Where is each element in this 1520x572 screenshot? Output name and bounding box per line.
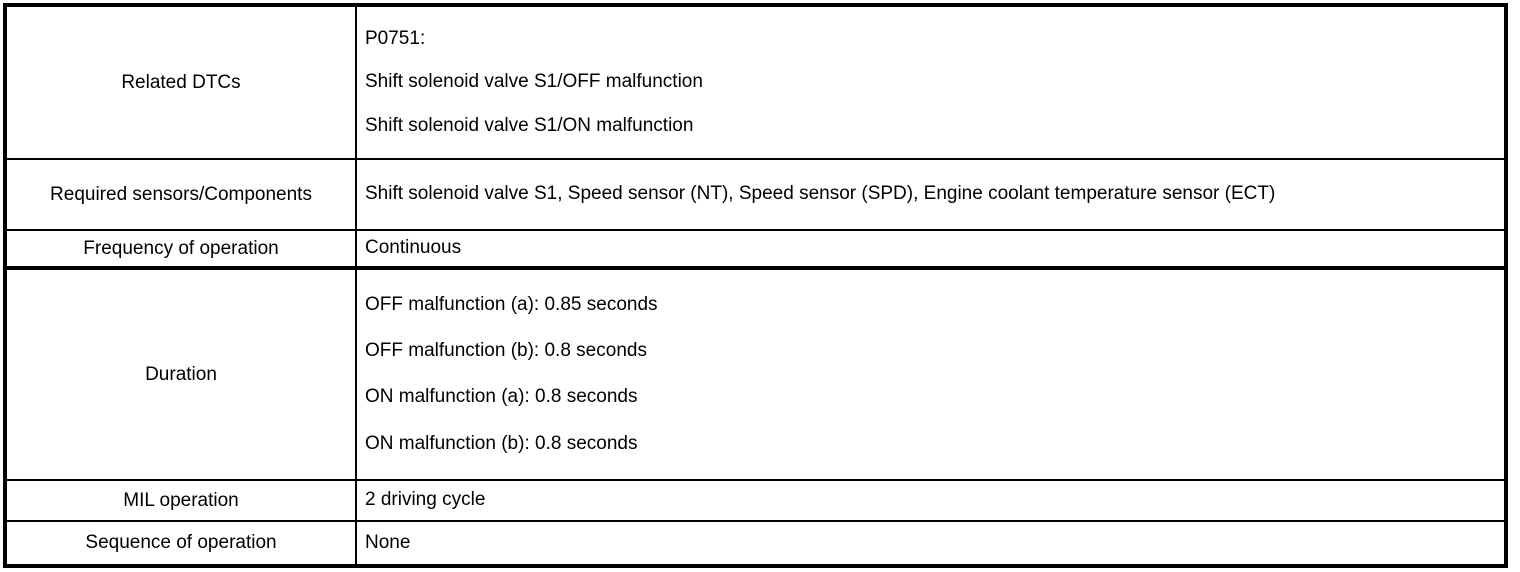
row-value: None [357,522,1504,564]
value-line: P0751: [365,27,426,49]
row-label: Frequency of operation [7,231,357,266]
table-row: Related DTCs P0751: Shift solenoid valve S… [7,7,1504,160]
table-row: Required sensors/Components Shift solenoi… [7,160,1504,231]
value-line: OFF malfunction (a): 0.85 seconds [365,293,658,315]
row-label: Required sensors/Components [7,160,357,229]
value-line: Continuous [365,237,462,259]
row-value: P0751: Shift solenoid valve S1/OFF malfun… [357,7,1504,158]
row-label: Sequence of operation [7,522,357,564]
table-row: Frequency of operation Continuous [7,231,1504,270]
value-line: Shift solenoid valve S1, Speed sensor (N… [365,183,1276,205]
row-value: OFF malfunction (a): 0.85 seconds OFF mal… [357,270,1504,479]
value-line: ON malfunction (a): 0.8 seconds [365,386,638,408]
value-line: Shift solenoid valve S1/OFF malfunction [365,71,703,93]
table-row: Sequence of operation None [7,522,1504,564]
value-line: None [365,531,411,553]
value-line: OFF malfunction (b): 0.8 seconds [365,340,647,362]
row-label: Duration [7,270,357,479]
dtc-spec-table: Related DTCs P0751: Shift solenoid valve S… [3,3,1508,568]
row-label: MIL operation [7,481,357,520]
table-row: Duration OFF malfunction (a): 0.85 second… [7,270,1504,481]
row-label: Related DTCs [7,7,357,158]
value-line: 2 driving cycle [365,489,486,511]
row-value: 2 driving cycle [357,481,1504,520]
table-row: MIL operation 2 driving cycle [7,481,1504,522]
row-value: Shift solenoid valve S1, Speed sensor (N… [357,160,1504,229]
value-line: Shift solenoid valve S1/ON malfunction [365,114,694,136]
value-line: ON malfunction (b): 0.8 seconds [365,432,638,454]
row-value: Continuous [357,231,1504,266]
